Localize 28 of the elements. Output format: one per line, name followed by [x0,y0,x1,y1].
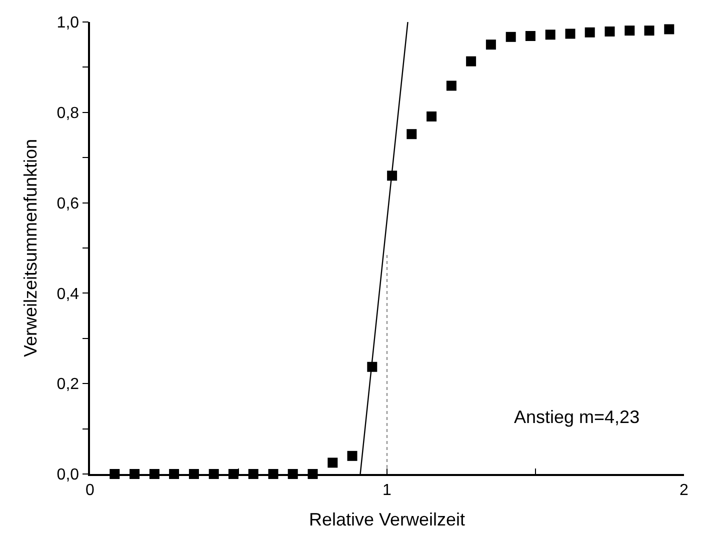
point [446,80,456,91]
x-axis-title: Relative Verweilzeit [308,510,466,530]
y-tick-label: 1,0 [56,14,80,32]
y-tick-label: 0,0 [56,466,80,484]
point [347,450,358,461]
point [604,26,615,36]
point [506,32,516,42]
y-tick-label: 0,8 [56,105,80,122]
y-tick-label: 0,2 [56,376,80,394]
point [664,24,674,34]
point [584,27,595,38]
point [525,31,536,42]
point [466,56,476,66]
annotation: Anstieg m=4,23 [514,407,640,427]
point [624,26,635,36]
y-tick-label: 0,6 [56,195,80,212]
y-tick-label: 0,4 [56,286,80,303]
point [328,458,338,468]
point [426,111,437,122]
x-tick-label: 0 [86,482,95,499]
point [565,28,576,39]
point [545,30,556,40]
x-tick-label: 1 [382,482,392,499]
point [406,129,417,140]
y-axis-title: Verweilzeitsummenfunktion [20,138,40,358]
point [486,40,496,50]
x-tick-label: 2 [680,482,689,499]
point [644,26,654,36]
